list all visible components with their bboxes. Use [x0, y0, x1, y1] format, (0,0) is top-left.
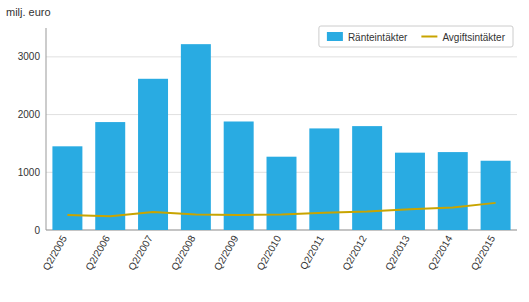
bar [395, 153, 425, 230]
legend-label: Ränteintäkter [348, 32, 408, 43]
bar [95, 122, 125, 230]
x-tick-label: Q2/2006 [83, 233, 112, 272]
y-tick-label: 2000 [18, 109, 41, 120]
bar [181, 44, 211, 230]
x-tick-label: Q2/2014 [426, 233, 455, 272]
bar [138, 79, 168, 230]
bar [224, 121, 254, 230]
y-tick-label: 3000 [18, 51, 41, 62]
bar [52, 146, 82, 230]
y-tick-label: 0 [34, 225, 40, 236]
x-tick-label: Q2/2012 [340, 233, 369, 272]
bar [481, 161, 511, 230]
bar [267, 157, 297, 230]
x-tick-label: Q2/2008 [169, 233, 198, 272]
chart-container: 0 1000 2000 3000 Q2/2005 Q2/2006 Q2/2007 Q2/200… [0, 0, 529, 302]
x-tick-label: Q2/2005 [40, 233, 69, 272]
y-grid [46, 57, 517, 230]
y-axis-label: milj. euro [6, 6, 51, 18]
bar [352, 126, 382, 230]
y-tick-label: 1000 [18, 167, 41, 178]
y-axis-line [46, 28, 47, 230]
chart-svg: 0 1000 2000 3000 Q2/2005 Q2/2006 Q2/2007 Q2/200… [0, 0, 529, 302]
x-tick-label: Q2/2009 [212, 233, 241, 272]
bar [309, 128, 339, 230]
legend-swatch [421, 36, 437, 38]
x-tick-label: Q2/2010 [255, 233, 284, 272]
x-tick-label: Q2/2011 [298, 233, 327, 271]
grid-line [46, 56, 517, 57]
plot-marks [52, 44, 510, 230]
bar [438, 152, 468, 230]
grid-line [46, 114, 517, 115]
legend: Ränteintäkter Avgiftsintäkter [319, 26, 513, 47]
legend-swatch [327, 32, 343, 41]
x-tick-label: Q2/2013 [383, 233, 412, 272]
x-tick-label: Q2/2007 [126, 233, 155, 272]
line [67, 203, 495, 216]
x-tick-label: Q2/2015 [469, 233, 498, 272]
legend-label: Avgiftsintäkter [442, 32, 505, 43]
legend-box [319, 26, 513, 47]
